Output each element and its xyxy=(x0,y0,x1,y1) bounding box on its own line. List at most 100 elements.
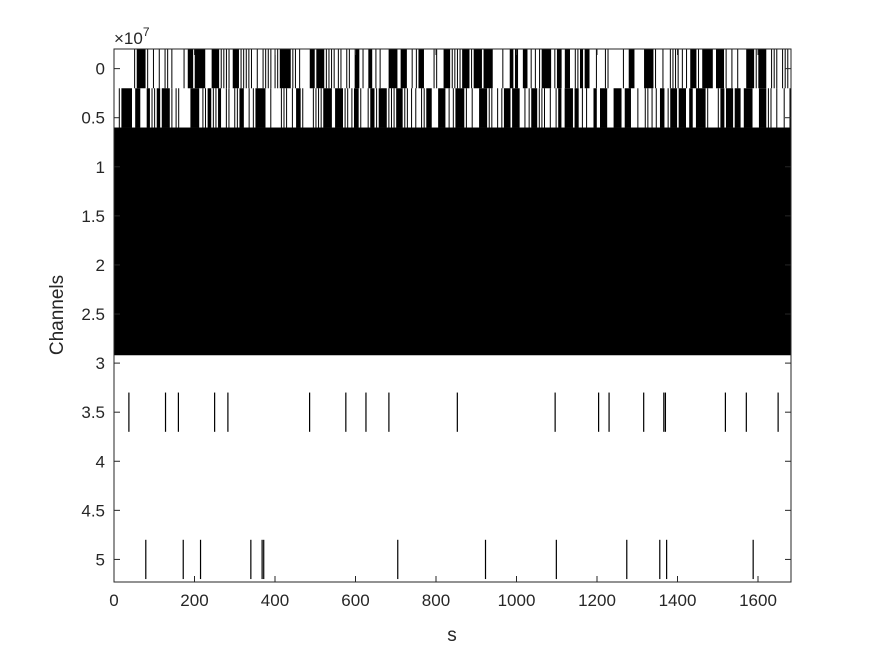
spike xyxy=(755,49,757,89)
spike xyxy=(622,49,624,89)
y-tick-label: 1 xyxy=(96,158,105,177)
spike xyxy=(255,88,266,128)
spike xyxy=(262,49,264,89)
spike xyxy=(452,88,454,128)
spike xyxy=(670,88,678,128)
spike xyxy=(404,88,406,128)
spike xyxy=(471,49,473,89)
spike xyxy=(243,49,245,89)
x-tick-label: 600 xyxy=(341,591,369,610)
spike xyxy=(346,49,348,89)
spike xyxy=(776,88,778,128)
spike xyxy=(164,49,166,89)
spike xyxy=(354,49,360,89)
spike xyxy=(151,88,153,128)
spike xyxy=(773,49,775,89)
y-tick-label: 2.5 xyxy=(81,305,105,324)
spike xyxy=(175,88,177,128)
spike xyxy=(299,49,301,89)
spike xyxy=(411,49,413,89)
spike xyxy=(333,49,335,89)
spike xyxy=(280,88,282,128)
x-tick-label: 0 xyxy=(109,591,118,610)
spike xyxy=(586,88,588,128)
spike xyxy=(514,49,519,89)
spike xyxy=(789,88,791,128)
spike xyxy=(678,88,686,128)
spike xyxy=(239,88,244,128)
spike xyxy=(396,88,403,128)
spike xyxy=(362,49,364,89)
spike xyxy=(379,49,381,89)
spike xyxy=(782,49,784,89)
spike xyxy=(215,88,217,128)
spike xyxy=(471,88,473,128)
spike xyxy=(421,88,423,128)
spike xyxy=(348,49,350,89)
spike xyxy=(716,49,725,89)
spike-block xyxy=(114,127,791,356)
spike xyxy=(225,49,227,89)
spike xyxy=(531,88,538,128)
spike xyxy=(225,88,227,128)
spike xyxy=(194,49,206,89)
spike xyxy=(737,49,739,89)
spike xyxy=(248,49,250,89)
spike xyxy=(698,49,700,89)
spike xyxy=(725,49,727,89)
spike xyxy=(558,88,562,128)
spike xyxy=(443,49,451,89)
spike xyxy=(662,49,664,89)
y-tick-label: 1.5 xyxy=(81,207,105,226)
spike xyxy=(438,88,446,128)
spike xyxy=(689,88,693,128)
spike xyxy=(686,49,688,89)
spike xyxy=(564,49,570,89)
spike xyxy=(595,49,597,89)
spike xyxy=(593,88,597,128)
spike xyxy=(488,88,490,128)
spike xyxy=(448,88,450,128)
spike xyxy=(501,88,503,128)
spike xyxy=(228,49,230,89)
spike xyxy=(388,88,390,128)
spike xyxy=(286,88,288,128)
spike xyxy=(171,88,173,128)
spike xyxy=(574,49,576,89)
spike xyxy=(455,88,465,128)
spike xyxy=(315,88,317,128)
spike xyxy=(607,49,609,89)
spike xyxy=(479,88,488,128)
spike xyxy=(183,49,185,89)
spike xyxy=(549,88,551,128)
spike xyxy=(538,88,540,128)
spike xyxy=(323,88,332,128)
spike xyxy=(456,49,458,89)
spike xyxy=(294,49,296,89)
spike xyxy=(325,49,327,89)
spike xyxy=(509,49,514,89)
spike xyxy=(312,88,314,128)
spike xyxy=(220,49,222,89)
spike xyxy=(265,49,267,89)
spike xyxy=(360,88,362,128)
spike xyxy=(335,88,343,128)
spike xyxy=(302,88,304,128)
spike xyxy=(746,49,755,89)
y-axis: 0 0.5 1 1.5 2 2.5 3 3.5 4 4.5 5 xyxy=(81,60,791,569)
spike xyxy=(771,49,773,89)
spike xyxy=(522,49,528,89)
spike xyxy=(202,88,204,128)
spike xyxy=(218,88,222,128)
spike xyxy=(776,49,778,89)
spike xyxy=(767,88,769,128)
spike xyxy=(279,49,291,89)
spike xyxy=(205,88,207,128)
x-tick-label: 1200 xyxy=(578,591,616,610)
x-tick-label: 400 xyxy=(261,591,289,610)
x-tick-label: 800 xyxy=(422,591,450,610)
spike xyxy=(770,88,772,128)
spike xyxy=(628,49,635,89)
spike xyxy=(158,49,160,89)
spike xyxy=(309,49,315,89)
